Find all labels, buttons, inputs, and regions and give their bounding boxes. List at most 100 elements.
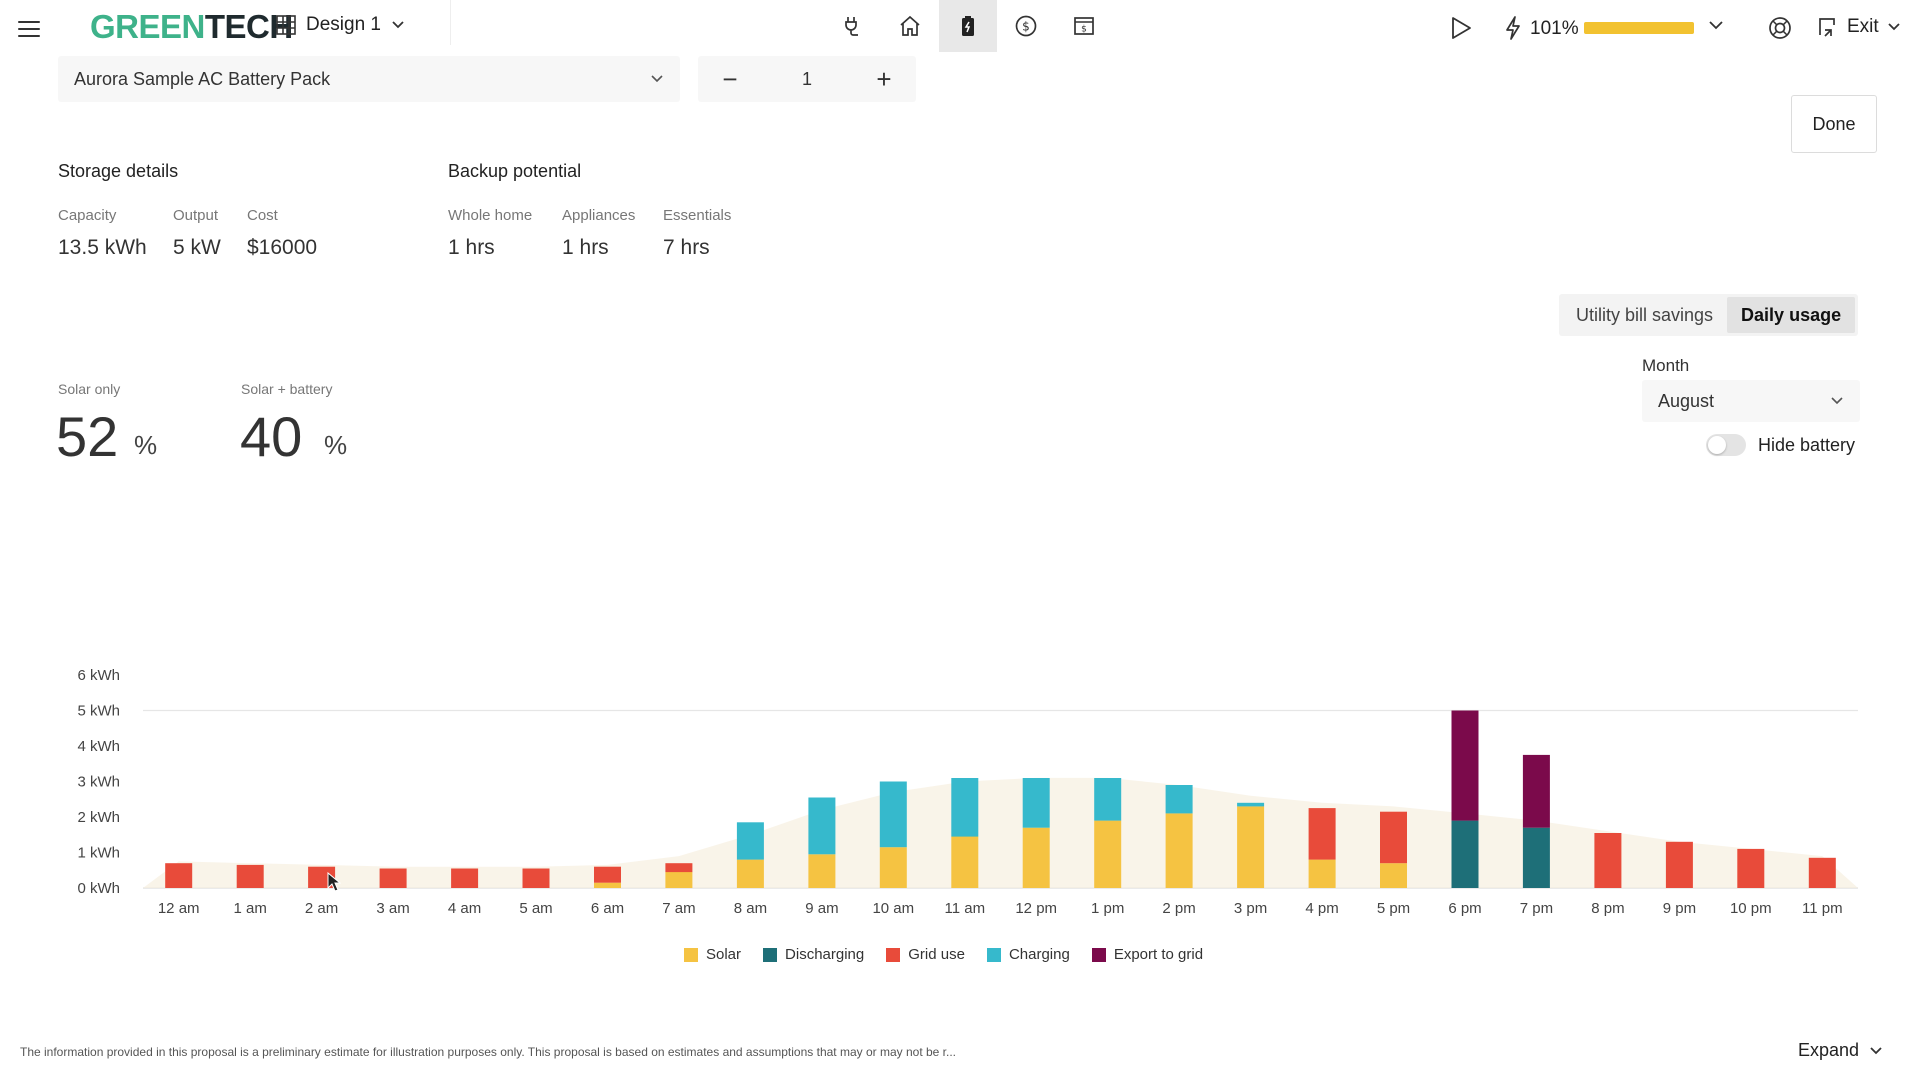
help-icon[interactable] bbox=[1768, 16, 1792, 45]
chevron-down-icon bbox=[1831, 397, 1843, 405]
legend-item: Solar bbox=[684, 946, 741, 963]
nav-plug[interactable] bbox=[823, 0, 881, 52]
bar-solar bbox=[808, 854, 836, 888]
battery-product-name: Aurora Sample AC Battery Pack bbox=[74, 68, 331, 89]
bar-grid-use bbox=[1594, 833, 1622, 888]
x-tick-label: 10 pm bbox=[1730, 900, 1772, 917]
done-button[interactable]: Done bbox=[1791, 95, 1877, 153]
nav-proposal[interactable]: $ bbox=[1055, 0, 1113, 52]
bar-export-to-grid bbox=[1522, 754, 1550, 828]
bolt-icon bbox=[1504, 16, 1522, 45]
chevron-down-icon bbox=[392, 21, 404, 29]
decrement-button[interactable]: − bbox=[722, 64, 738, 94]
essentials-value: 7 hrs bbox=[663, 236, 710, 259]
quantity-value[interactable]: 1 bbox=[801, 68, 812, 89]
tab-daily-usage[interactable]: Daily usage bbox=[1727, 297, 1856, 333]
bar-grid-use bbox=[379, 868, 407, 888]
nav-home[interactable] bbox=[881, 0, 939, 52]
y-tick-label: 2 kWh bbox=[77, 809, 120, 826]
bar-grid-use bbox=[594, 866, 621, 883]
header-divider bbox=[450, 0, 451, 45]
exit-icon bbox=[1819, 18, 1835, 37]
x-tick-label: 11 pm bbox=[1802, 900, 1843, 917]
bar-grid-use bbox=[1380, 811, 1407, 864]
x-tick-label: 3 pm bbox=[1234, 900, 1267, 917]
bar-discharging bbox=[1522, 827, 1550, 888]
bar-grid-use bbox=[1737, 848, 1765, 888]
dollar-icon: $ bbox=[1015, 15, 1037, 37]
legend-swatch bbox=[763, 947, 778, 962]
bar-solar bbox=[594, 882, 621, 888]
expand-label: Expand bbox=[1798, 1040, 1860, 1060]
chevron-down-icon bbox=[651, 75, 663, 83]
x-tick-label: 5 am bbox=[519, 900, 552, 917]
increment-button[interactable]: + bbox=[876, 64, 892, 94]
performance-chevron-down-icon[interactable] bbox=[1708, 18, 1724, 36]
month-label: Month bbox=[1642, 356, 1690, 375]
x-tick-label: 3 am bbox=[376, 900, 409, 917]
top-bar: GREENTECH Design 1 $ $ 101% bbox=[0, 0, 1920, 57]
legend-item: Discharging bbox=[763, 946, 864, 963]
chart-legend: Solar Discharging Grid use Charging Export t… bbox=[684, 946, 1203, 963]
bar-charging bbox=[879, 781, 907, 848]
bar-grid-use bbox=[522, 868, 550, 888]
battery-icon bbox=[962, 16, 974, 36]
home-icon bbox=[900, 15, 920, 36]
bar-solar bbox=[1022, 827, 1050, 888]
plug-icon bbox=[845, 17, 858, 36]
month-select[interactable]: August bbox=[1642, 380, 1860, 422]
x-tick-label: 7 am bbox=[662, 900, 695, 917]
play-icon[interactable] bbox=[1450, 16, 1472, 45]
battery-product-select[interactable]: Aurora Sample AC Battery Pack bbox=[58, 56, 680, 102]
hide-battery-toggle[interactable] bbox=[1706, 434, 1746, 456]
legend-swatch bbox=[986, 947, 1001, 962]
bar-solar bbox=[1308, 859, 1336, 888]
backup-potential-title: Backup potential bbox=[448, 161, 582, 181]
solar-battery-unit: % bbox=[324, 430, 348, 460]
whole-home-value: 1 hrs bbox=[448, 236, 495, 259]
exit-label: Exit bbox=[1847, 16, 1879, 37]
bar-charging bbox=[1237, 802, 1265, 807]
logo-part-green: GREEN bbox=[90, 8, 205, 45]
x-tick-label: 8 am bbox=[734, 900, 767, 917]
bar-grid-use bbox=[665, 863, 693, 873]
whole-home-label: Whole home bbox=[448, 207, 533, 224]
mouse-cursor-icon bbox=[327, 872, 341, 892]
legend-item: Grid use bbox=[886, 946, 965, 963]
hamburger-menu-icon[interactable] bbox=[18, 16, 40, 40]
tab-utility-bill-savings[interactable]: Utility bill savings bbox=[1576, 304, 1714, 325]
svg-text:$: $ bbox=[1081, 25, 1087, 35]
bar-grid-use bbox=[1665, 841, 1693, 888]
bar-grid-use bbox=[451, 868, 479, 888]
logo-part-tech: TECH bbox=[204, 8, 293, 45]
bar-grid-use bbox=[236, 864, 264, 888]
bar-export-to-grid bbox=[1451, 710, 1479, 821]
bar-solar bbox=[665, 872, 693, 888]
x-tick-label: 9 pm bbox=[1663, 900, 1696, 917]
expand-button[interactable]: Expand bbox=[1798, 1040, 1883, 1061]
essentials-label: Essentials bbox=[663, 207, 732, 224]
performance-percent: 101% bbox=[1530, 18, 1579, 39]
x-tick-label: 11 am bbox=[945, 900, 986, 917]
y-tick-label: 3 kWh bbox=[77, 774, 120, 791]
bar-charging bbox=[1165, 785, 1193, 814]
x-tick-label: 10 am bbox=[872, 900, 914, 917]
legend-swatch bbox=[1091, 947, 1106, 962]
output-value: 5 kW bbox=[173, 236, 221, 259]
nav-dollar[interactable]: $ bbox=[997, 0, 1055, 52]
bar-solar bbox=[1165, 813, 1193, 888]
y-tick-label: 1 kWh bbox=[77, 845, 120, 862]
x-tick-label: 2 am bbox=[305, 900, 338, 917]
x-tick-label: 7 pm bbox=[1520, 900, 1553, 917]
exit-button[interactable]: Exit bbox=[1817, 16, 1901, 38]
bar-grid-use bbox=[1308, 808, 1336, 860]
grid-icon bbox=[276, 15, 296, 35]
legend-label: Grid use bbox=[908, 946, 965, 963]
nav-battery[interactable] bbox=[939, 0, 997, 52]
legend-label: Discharging bbox=[785, 946, 865, 963]
design-selector[interactable]: Design 1 bbox=[276, 14, 405, 36]
solar-battery-value: 40 bbox=[240, 405, 303, 468]
y-tick-label: 6 kWh bbox=[77, 667, 120, 684]
daily-usage-chart: 0 kWh 1 kWh 2 kWh 3 kWh 4 kWh 5 kWh 6 kWh 12 am… bbox=[77, 667, 1858, 917]
performance-bar bbox=[1584, 22, 1694, 34]
